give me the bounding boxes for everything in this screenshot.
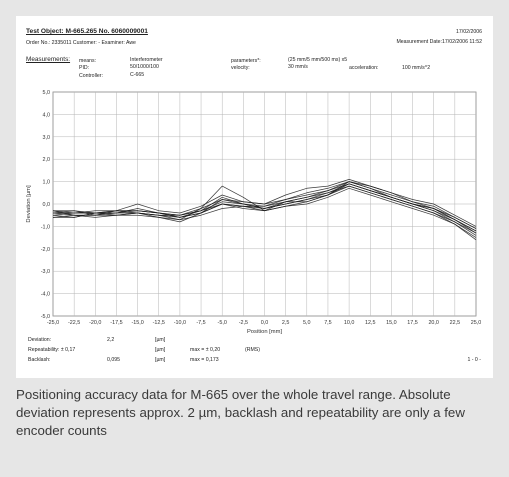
x-tick-label: -17,5: [110, 320, 122, 326]
pid-value: 50/1000/100: [130, 64, 159, 70]
x-tick-label: -5,0: [218, 320, 227, 326]
y-tick-label: 1,0: [43, 180, 51, 186]
velocity-label: velocity:: [231, 65, 250, 71]
order-line: Order No.: 2335011 Customer: - Examiner:…: [26, 40, 136, 46]
y-tick-label: -4,0: [41, 292, 50, 298]
deviation-label: Deviation:: [28, 337, 52, 343]
figure-caption: Positioning accuracy data for M-665 over…: [16, 387, 465, 438]
x-tick-label: -20,0: [89, 320, 101, 326]
x-tick-label: 2,5: [282, 320, 290, 326]
y-tick-label: 3,0: [43, 135, 51, 141]
x-tick-label: -10,0: [174, 320, 186, 326]
y-tick-label: 2,0: [43, 157, 51, 163]
test-object-title: Test Object: M-665.265 No. 6060009001: [26, 28, 148, 35]
y-tick-label: -3,0: [41, 269, 50, 275]
x-tick-label: 20,0: [428, 320, 439, 326]
x-tick-label: 10,0: [344, 320, 355, 326]
report-date: 17/02/2006: [456, 29, 482, 35]
measurements-label: Measurements:: [26, 56, 71, 63]
backlash-unit: [µm]: [155, 357, 166, 363]
x-tick-label: -7,5: [196, 320, 205, 326]
y-tick-label: 0,0: [43, 202, 51, 208]
x-tick-label: 0,0: [261, 320, 269, 326]
page-indicator: 1 - 0 -: [467, 357, 481, 363]
acceleration-value: 100 mm/s^2: [402, 65, 431, 71]
x-tick-label: 7,5: [324, 320, 332, 326]
backlash-value: 0,095: [107, 357, 120, 363]
measurement-date: Measurement Date:17/02/2006 11:52: [396, 39, 482, 45]
y-tick-label: 5,0: [43, 90, 51, 96]
x-tick-label: -15,0: [131, 320, 143, 326]
repeatability-label: Repeatability: ± 0,17: [28, 347, 76, 353]
x-axis-label: Position [mm]: [247, 329, 283, 335]
pid-label: PID:: [79, 65, 90, 71]
backlash-label: Backlash:: [28, 357, 51, 363]
repeatability-unit: [µm]: [155, 347, 166, 353]
parameters-label: parameters*:: [231, 58, 261, 64]
parameters-value: (25 mm/5 mm/500 ms) x5: [288, 57, 348, 63]
means-value: Interferometer: [130, 57, 163, 63]
deviation-chart: -25,0 -22,5 -20,0 -17,5 -15,0 -12,5 -10,0 -7,5 -…: [26, 90, 482, 335]
controller-label: Controller:: [79, 73, 103, 79]
velocity-value: 30 mm/s: [288, 64, 308, 70]
acceleration-label: acceleration:: [349, 65, 379, 71]
x-tick-label: 12,5: [365, 320, 376, 326]
x-tick-label: 5,0: [303, 320, 311, 326]
x-tick-label: -25,0: [47, 320, 59, 326]
controller-value: C-665: [130, 72, 145, 78]
repeatability-rms: (RMS): [245, 347, 260, 353]
series-line: [52, 187, 477, 238]
x-tick-label: 22,5: [450, 320, 461, 326]
means-label: means:: [79, 58, 97, 64]
y-tick-label: -5,0: [41, 314, 50, 320]
y-tick-label: -1,0: [41, 224, 50, 230]
backlash-max: max = 0,173: [190, 357, 219, 363]
y-tick-label: -2,0: [41, 247, 50, 253]
test-report-sheet: Test Object: M-665.265 No. 6060009001 Or…: [16, 16, 493, 378]
x-tick-label: 15,0: [386, 320, 397, 326]
x-tick-label: -12,5: [153, 320, 165, 326]
x-tick-label: 25,0: [471, 320, 482, 326]
y-axis-label: Deviation [µm]: [26, 185, 32, 223]
deviation-unit: [µm]: [155, 337, 166, 343]
repeatability-max: max = ± 0,20: [190, 347, 221, 353]
deviation-value: 2,2: [107, 337, 115, 343]
x-tick-label: -22,5: [68, 320, 80, 326]
y-tick-label: 4,0: [43, 112, 51, 118]
series-line: [53, 183, 477, 234]
x-tick-label: -2,5: [239, 320, 248, 326]
x-tick-label: 17,5: [407, 320, 418, 326]
